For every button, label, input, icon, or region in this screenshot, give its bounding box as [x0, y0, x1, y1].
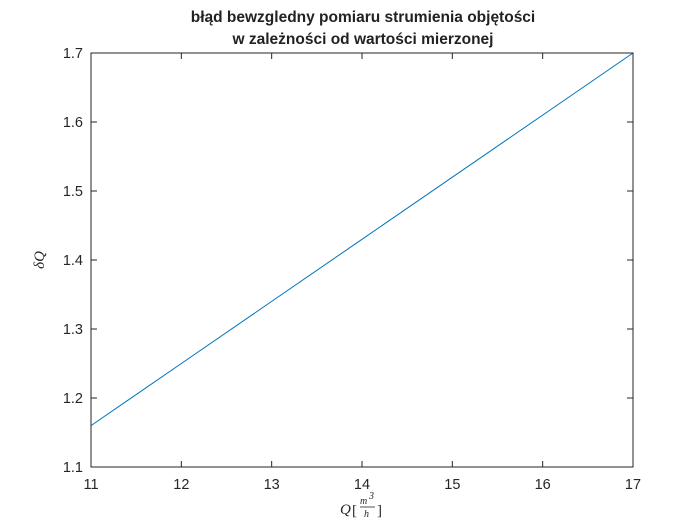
- series-line-1: [90, 52, 634, 427]
- y-axis-symbol: Q: [32, 251, 48, 262]
- y-tick-label: 1.1: [63, 460, 83, 476]
- x-axis-unit-exponent: 3: [368, 491, 374, 502]
- plot-area: [91, 53, 633, 467]
- ticks-layer: 11 12 13 14 15 16 17 1.1 1.2 1.3 1.4 1.5 1.6 1.7: [63, 46, 641, 493]
- x-axis-label: Q [ m 3 h ]: [340, 491, 382, 520]
- series-layer: [90, 52, 634, 427]
- y-axis-label: δQ: [32, 251, 48, 269]
- x-tick-label: 13: [264, 477, 280, 493]
- x-axis-symbol: Q: [340, 502, 351, 518]
- y-tick-label: 1.3: [63, 322, 83, 338]
- y-tick-label: 1.5: [63, 184, 83, 200]
- x-tick-label: 15: [444, 477, 460, 493]
- x-tick-label: 17: [625, 477, 641, 493]
- x-tick-label: 16: [535, 477, 551, 493]
- y-tick-label: 1.7: [63, 46, 83, 62]
- x-tick-label: 12: [173, 477, 189, 493]
- x-tick-label: 11: [83, 477, 98, 493]
- y-axis-delta: δ: [32, 261, 48, 269]
- x-axis-unit-denominator: h: [364, 509, 369, 520]
- x-axis-unit-numerator: m: [360, 496, 367, 507]
- chart-title-line-1: błąd bewzgledny pomiaru strumienia objęt…: [191, 9, 536, 26]
- plot-frame: [90, 52, 634, 468]
- y-tick-label: 1.2: [63, 391, 83, 407]
- x-axis-left-bracket: [: [352, 503, 357, 519]
- chart-title-line-2: w zależności od wartości mierzonej: [232, 31, 494, 48]
- x-tick-label: 14: [354, 477, 370, 493]
- y-tick-label: 1.4: [63, 253, 83, 269]
- x-axis-right-bracket: ]: [377, 503, 382, 519]
- y-tick-label: 1.6: [63, 115, 83, 131]
